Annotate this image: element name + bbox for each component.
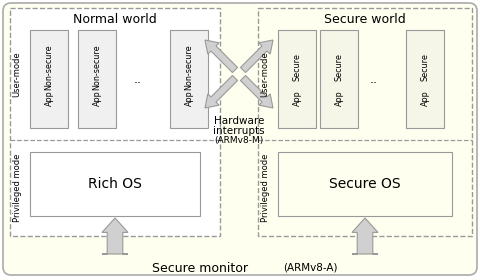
Text: Rich OS: Rich OS [88,177,142,191]
Text: App: App [93,91,101,106]
Polygon shape [240,75,273,108]
Text: (ARMv8-A): (ARMv8-A) [283,263,337,273]
Text: interrupts: interrupts [213,126,265,136]
FancyBboxPatch shape [278,152,452,216]
FancyBboxPatch shape [3,3,477,275]
Text: Non-secure: Non-secure [45,44,53,90]
Text: ..: .. [134,73,142,86]
Text: Hardware: Hardware [214,116,264,126]
Text: App: App [335,91,344,106]
Text: Privileged mode: Privileged mode [12,154,22,222]
Polygon shape [240,40,273,73]
Polygon shape [102,218,128,254]
Polygon shape [205,40,238,73]
FancyBboxPatch shape [258,8,472,236]
Text: App: App [292,91,301,106]
Text: Non-secure: Non-secure [93,44,101,90]
Text: App: App [184,91,193,106]
Text: Privileged mode: Privileged mode [261,154,269,222]
Text: Secure OS: Secure OS [329,177,401,191]
Text: Secure monitor: Secure monitor [152,262,248,274]
Text: User-mode: User-mode [12,51,22,97]
Text: ..: .. [370,73,378,86]
FancyBboxPatch shape [406,30,444,128]
FancyBboxPatch shape [30,152,200,216]
FancyBboxPatch shape [170,30,208,128]
FancyBboxPatch shape [278,30,316,128]
Text: Secure: Secure [335,53,344,81]
Text: Secure: Secure [420,53,430,81]
Text: User-mode: User-mode [261,51,269,97]
Text: (ARMv8-M): (ARMv8-M) [215,136,264,145]
FancyBboxPatch shape [10,8,220,236]
FancyBboxPatch shape [30,30,68,128]
Text: App: App [420,91,430,106]
FancyBboxPatch shape [78,30,116,128]
Text: Secure world: Secure world [324,13,406,26]
FancyBboxPatch shape [320,30,358,128]
Polygon shape [352,218,378,254]
Polygon shape [205,75,238,108]
Text: Secure: Secure [292,53,301,81]
Text: Normal world: Normal world [73,13,157,26]
Text: Non-secure: Non-secure [184,44,193,90]
Text: App: App [45,91,53,106]
